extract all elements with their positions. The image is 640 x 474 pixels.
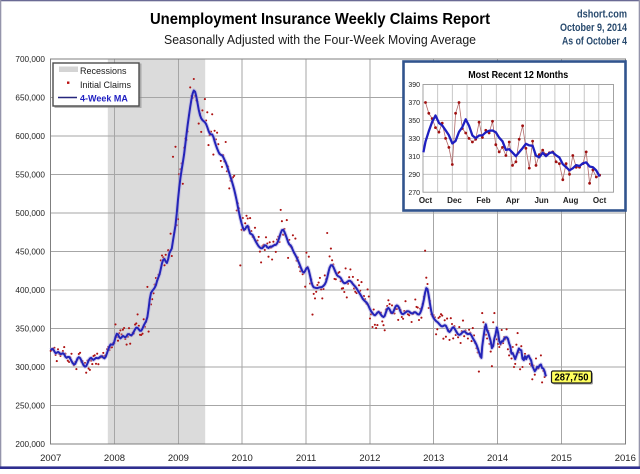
svg-text:350,000: 350,000 (15, 325, 45, 334)
svg-text:Unemployment Insurance Weekly: Unemployment Insurance Weekly Claims Rep… (150, 11, 490, 28)
svg-text:550,000: 550,000 (15, 171, 45, 180)
svg-text:2013: 2013 (423, 453, 444, 464)
svg-text:2011: 2011 (296, 453, 316, 464)
svg-text:Seasonally Adjusted with the F: Seasonally Adjusted with the Four-Week M… (164, 32, 476, 47)
svg-text:2010: 2010 (232, 453, 253, 464)
svg-text:Oct: Oct (419, 196, 433, 205)
svg-text:Oct: Oct (593, 196, 607, 205)
svg-text:Jun: Jun (534, 196, 548, 205)
svg-text:4-Week MA: 4-Week MA (80, 94, 128, 104)
svg-text:2016: 2016 (615, 453, 636, 464)
svg-text:2012: 2012 (359, 453, 380, 464)
svg-text:Dec: Dec (447, 196, 462, 205)
svg-text:2008: 2008 (104, 453, 125, 464)
svg-text:2009: 2009 (168, 453, 189, 464)
svg-text:2007: 2007 (40, 453, 61, 464)
svg-text:270: 270 (408, 190, 420, 197)
svg-text:650,000: 650,000 (15, 94, 45, 103)
svg-text:200,000: 200,000 (15, 440, 45, 449)
svg-text:Aug: Aug (563, 196, 579, 205)
svg-text:Apr: Apr (506, 196, 520, 205)
svg-text:450,000: 450,000 (15, 248, 45, 257)
svg-text:2015: 2015 (551, 453, 572, 464)
svg-text:2014: 2014 (487, 453, 508, 464)
svg-text:Feb: Feb (476, 196, 490, 205)
svg-text:Most Recent 12 Months: Most Recent 12 Months (468, 69, 568, 81)
svg-text:287,750: 287,750 (555, 373, 589, 384)
svg-text:dshort.com: dshort.com (577, 9, 627, 21)
svg-text:Recessions: Recessions (80, 66, 127, 76)
svg-text:300,000: 300,000 (15, 363, 45, 372)
svg-text:600,000: 600,000 (15, 132, 45, 141)
svg-text:290: 290 (408, 172, 420, 179)
svg-text:As of October 4: As of October 4 (562, 36, 628, 48)
svg-text:350: 350 (408, 118, 420, 125)
svg-text:700,000: 700,000 (15, 55, 45, 64)
svg-text:October 9, 2014: October 9, 2014 (560, 22, 628, 34)
svg-text:Initial Claims: Initial Claims (80, 80, 132, 90)
svg-text:330: 330 (408, 136, 420, 143)
svg-text:250,000: 250,000 (15, 402, 45, 411)
svg-text:400,000: 400,000 (15, 286, 45, 295)
svg-text:390: 390 (408, 82, 420, 89)
svg-text:500,000: 500,000 (15, 209, 45, 218)
svg-text:310: 310 (408, 154, 420, 161)
svg-text:370: 370 (408, 100, 420, 107)
